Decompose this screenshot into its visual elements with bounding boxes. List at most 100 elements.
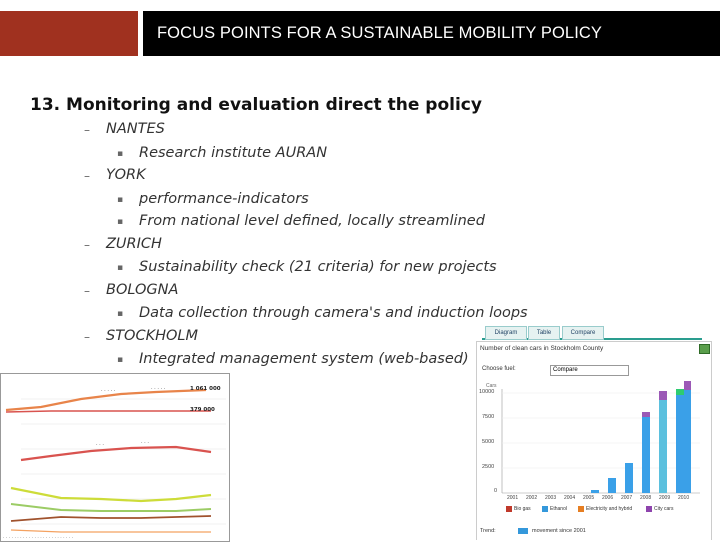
- trend-label: Trend:: [480, 528, 496, 534]
- bar: [684, 381, 691, 390]
- city-label: NANTES: [106, 121, 165, 137]
- series-line: [5, 410, 211, 413]
- square-bullet: ▪: [117, 149, 124, 159]
- y-axis-unit: Cars: [486, 383, 497, 389]
- y-tick-label: 5000: [482, 439, 495, 445]
- bar: [676, 389, 684, 395]
- header-accent-block: [0, 11, 138, 56]
- trend-text: movement since 2001: [532, 528, 586, 534]
- square-bullet: ▪: [117, 309, 124, 319]
- tab-compare[interactable]: Compare: [562, 326, 604, 340]
- dash-bullet: –: [84, 169, 90, 183]
- y-tick-label: 7500: [482, 414, 495, 420]
- x-tick-label: 2002: [526, 495, 538, 501]
- bar: [659, 391, 667, 400]
- svg-text:· · ·: · · ·: [141, 440, 149, 446]
- svg-text:· · ·: · · ·: [96, 442, 104, 448]
- detail-label: performance-indicators: [139, 191, 309, 207]
- svg-text:· · · · ·: · · · · ·: [101, 388, 116, 394]
- detail-item: ▪ Research institute AURAN: [117, 145, 328, 161]
- legend-label: Bio gas: [514, 506, 531, 512]
- series-line: [10, 503, 212, 512]
- city-item-zurich: – ZURICH: [84, 236, 162, 252]
- city-item-stockholm: – STOCKHOLM: [84, 328, 199, 344]
- x-tick-label: 2003: [545, 495, 557, 501]
- legend-swatch: [646, 506, 652, 512]
- dash-bullet: –: [84, 123, 90, 137]
- y-tick-label: 10000: [479, 389, 495, 395]
- svg-text:· · · · ·: · · · · ·: [151, 386, 166, 392]
- city-item-york: – YORK: [84, 167, 146, 183]
- chart-tab-bar: Diagram Table Compare: [482, 324, 702, 340]
- bar: [684, 390, 691, 493]
- choose-fuel-label: Choose fuel:: [482, 366, 516, 372]
- chart-title: Number of clean cars in Stockholm County: [480, 345, 604, 352]
- x-tick-label: 2008: [640, 495, 652, 501]
- detail-item: ▪ performance-indicators: [117, 191, 309, 207]
- city-label: ZURICH: [106, 236, 162, 252]
- slide-heading: 13. Monitoring and evaluation direct the…: [30, 95, 482, 115]
- header-bar: FOCUS POINTS FOR A SUSTAINABLE MOBILITY …: [143, 11, 720, 56]
- bar: [642, 412, 650, 417]
- svg-text:· · · · · · · · · · · · · · ·: · · · · · · · · · · · · · · · · · · · · …: [3, 536, 73, 541]
- series-line: [5, 388, 207, 412]
- detail-label: Integrated management system (web-based): [139, 351, 469, 367]
- detail-label: Sustainability check (21 criteria) for n…: [139, 259, 497, 275]
- series-line: [10, 529, 211, 533]
- x-tick-label: 2005: [583, 495, 595, 501]
- row-label: 1 061 000: [190, 386, 221, 392]
- x-tick-label: 2004: [564, 495, 576, 501]
- bar: [625, 463, 633, 493]
- dash-bullet: –: [84, 238, 90, 252]
- city-label: BOLOGNA: [106, 282, 179, 298]
- legend-label: City cars: [654, 506, 674, 512]
- legend-label: Ethanol: [550, 506, 567, 512]
- legend-swatch: [506, 506, 512, 512]
- tab-diagram[interactable]: Diagram: [485, 326, 527, 340]
- row-label: 379 000: [190, 407, 215, 413]
- city-label: STOCKHOLM: [106, 328, 199, 344]
- series-line: [20, 445, 212, 462]
- x-tick-label: 2006: [602, 495, 614, 501]
- bar: [608, 478, 616, 493]
- y-tick-label: 0: [494, 488, 498, 494]
- bar: [676, 395, 684, 493]
- detail-label: Data collection through camera's and ind…: [139, 305, 528, 321]
- y-tick-label: 2500: [482, 464, 495, 470]
- square-bullet: ▪: [117, 195, 124, 205]
- header-title: FOCUS POINTS FOR A SUSTAINABLE MOBILITY …: [157, 24, 603, 42]
- detail-label: From national level defined, locally str…: [139, 213, 485, 229]
- dash-bullet: –: [84, 330, 90, 344]
- bar: [591, 490, 599, 493]
- trend-arrow-icon: [518, 528, 528, 534]
- bar: [659, 400, 667, 493]
- city-item-bologna: – BOLOGNA: [84, 282, 179, 298]
- close-icon[interactable]: [699, 344, 710, 354]
- bar-chart-svg: [501, 381, 700, 534]
- bar: [642, 417, 650, 493]
- dash-bullet: –: [84, 284, 90, 298]
- detail-item: ▪ From national level defined, locally st…: [117, 213, 485, 229]
- legend-swatch: [542, 506, 548, 512]
- tab-table[interactable]: Table: [528, 326, 560, 340]
- detail-label: Research institute AURAN: [139, 145, 328, 161]
- series-line: [10, 515, 212, 522]
- series-line: [10, 486, 212, 503]
- left-line-chart-image: · · · · · · · · · · · · · · · · · · · · · …: [0, 373, 230, 542]
- detail-item: ▪ Data collection through camera's and in…: [117, 305, 528, 321]
- fuel-select[interactable]: Compare: [550, 365, 629, 376]
- x-tick-label: 2001: [507, 495, 519, 501]
- legend-swatch: [578, 506, 584, 512]
- square-bullet: ▪: [117, 217, 124, 227]
- x-tick-label: 2007: [621, 495, 633, 501]
- square-bullet: ▪: [117, 355, 124, 365]
- legend-label: Electricity and hybrid: [586, 506, 633, 512]
- city-label: YORK: [106, 167, 146, 183]
- city-item-nantes: – NANTES: [84, 121, 165, 137]
- right-bar-chart-image: Diagram Table Compare Number of clean ca…: [474, 321, 712, 540]
- detail-item: ▪ Integrated management system (web-based…: [117, 351, 469, 367]
- square-bullet: ▪: [117, 263, 124, 273]
- left-line-chart-svg: · · · · · · · · · · · · · · · · · · · · · …: [3, 386, 226, 541]
- x-tick-label: 2009: [659, 495, 671, 501]
- x-tick-label: 2010: [678, 495, 690, 501]
